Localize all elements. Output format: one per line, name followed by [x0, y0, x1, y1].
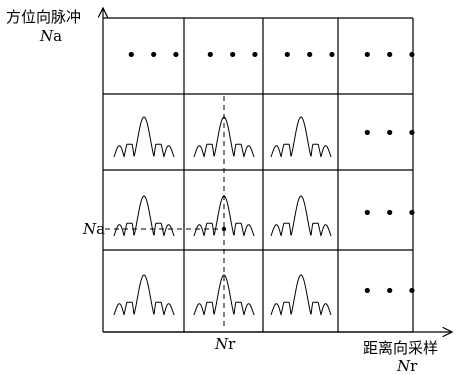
nr-marker-n: N [215, 335, 229, 353]
intersection-point [221, 226, 227, 232]
sinc-pulse-r3-c1 [113, 195, 175, 237]
y-axis-symbol-a: a [53, 27, 63, 45]
x-axis-symbol-r: r [410, 357, 418, 375]
sinc-pulse-r2-c3 [270, 116, 332, 158]
ellipsis-r1-c1: • • • [126, 45, 185, 66]
na-marker-label: Na [83, 222, 105, 237]
sinc-pulse-r4-c1 [113, 274, 175, 316]
ellipsis-r1-c4: • • • [362, 45, 421, 66]
ellipsis-r2-c4: • • • [362, 123, 421, 144]
sinc-pulse-r4-c3 [270, 274, 332, 316]
ellipsis-r4-c4: • • • [362, 281, 421, 302]
ellipsis-r3-c4: • • • [362, 203, 421, 224]
x-axis-symbol-n: N [397, 357, 411, 375]
pulse-waveforms [113, 116, 332, 316]
y-axis-label: 方位向脉冲 [6, 10, 81, 25]
na-marker-n: N [83, 220, 97, 238]
y-axis-label-line1: 方位向脉冲 [6, 8, 82, 26]
x-axis-symbol: Nr [397, 359, 417, 374]
y-axis-symbol: Na [40, 29, 62, 44]
sinc-pulse-r4-c2 [193, 274, 255, 316]
nr-marker-label: Nr [215, 337, 235, 352]
y-axis-symbol-n: N [40, 27, 54, 45]
x-axis-label: 距离向采样 [363, 341, 438, 356]
x-axis-label-line1: 距离向采样 [363, 339, 439, 357]
nr-marker-r: r [228, 335, 236, 353]
ellipsis-r1-c3: • • • [282, 45, 341, 66]
sinc-pulse-r3-c3 [270, 195, 332, 237]
ellipsis-r1-c2: • • • [205, 45, 264, 66]
grid-lines [103, 17, 414, 333]
na-marker-a: a [96, 220, 106, 238]
sinc-pulse-r2-c1 [113, 116, 175, 158]
